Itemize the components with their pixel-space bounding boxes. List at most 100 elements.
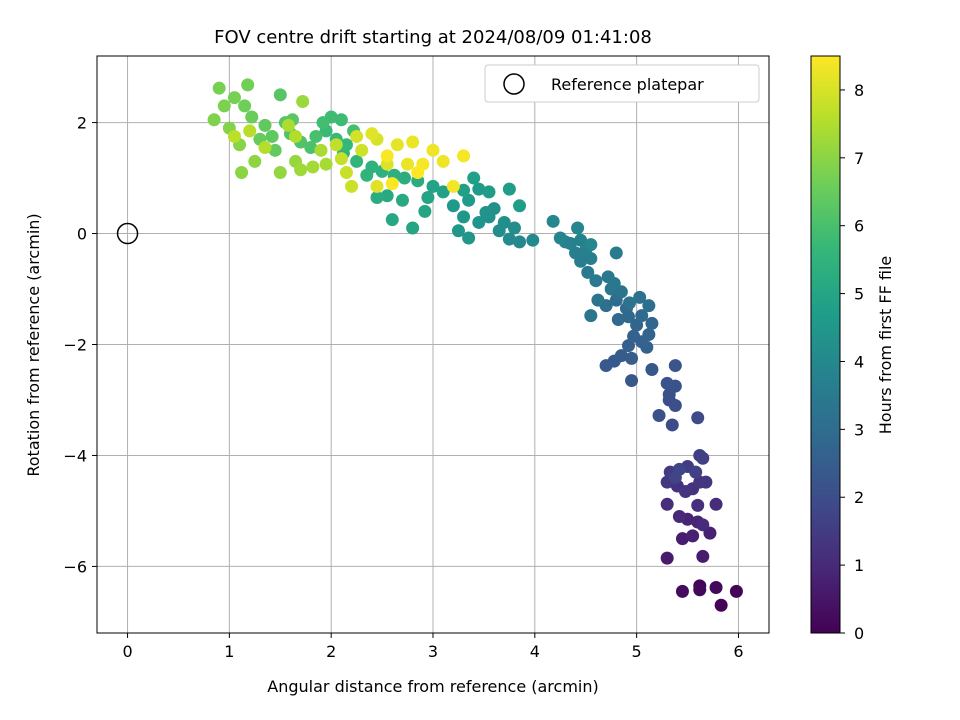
y-tick-label: 2	[77, 114, 87, 133]
data-point	[350, 154, 364, 168]
data-point	[319, 157, 333, 171]
data-point	[581, 265, 595, 279]
data-point	[281, 118, 295, 132]
x-tick-label: 5	[632, 642, 642, 661]
data-point	[729, 584, 743, 598]
data-point	[227, 91, 241, 105]
x-tick-label: 2	[326, 642, 336, 661]
data-point	[395, 193, 409, 207]
data-point	[411, 166, 425, 180]
data-point	[709, 497, 723, 511]
data-point	[265, 129, 279, 143]
data-point	[502, 232, 516, 246]
data-point	[479, 205, 493, 219]
data-point	[607, 276, 621, 290]
data-point	[436, 154, 450, 168]
colorbar-tick-label: 7	[854, 149, 864, 168]
data-point	[243, 124, 257, 138]
data-point	[574, 233, 588, 247]
data-point	[553, 231, 567, 245]
data-point	[645, 362, 659, 376]
data-point	[426, 179, 440, 193]
data-point	[370, 179, 384, 193]
data-point	[696, 451, 710, 465]
colorbar	[810, 55, 841, 634]
data-point	[686, 529, 700, 543]
x-tick-label: 1	[224, 642, 234, 661]
data-point	[350, 129, 364, 143]
data-point	[212, 81, 226, 95]
data-point	[258, 118, 272, 132]
data-point	[217, 99, 231, 113]
data-point	[345, 179, 359, 193]
x-tick-label: 3	[428, 642, 438, 661]
data-point	[421, 190, 435, 204]
reference-platepar-marker	[116, 222, 139, 245]
data-point	[457, 210, 471, 224]
colorbar-label: Hours from first FF file	[876, 256, 895, 435]
data-point	[306, 160, 320, 174]
data-point	[675, 532, 689, 546]
data-point	[207, 113, 221, 127]
data-point	[316, 116, 330, 130]
data-point	[513, 199, 527, 213]
data-point	[668, 399, 682, 413]
data-point	[370, 190, 384, 204]
data-point	[296, 94, 310, 108]
x-axis-ticks: 0 1 2 3 4 5 6	[122, 633, 744, 661]
data-point	[360, 168, 374, 182]
data-point	[426, 143, 440, 157]
data-point	[584, 238, 598, 252]
data-point	[238, 99, 252, 113]
data-point	[679, 485, 693, 499]
data-point	[472, 215, 486, 229]
data-point	[652, 409, 666, 423]
data-point	[457, 183, 471, 197]
data-point	[446, 179, 460, 193]
data-point	[642, 299, 656, 313]
colorbar-tick-label: 3	[854, 420, 864, 439]
x-axis-label: Angular distance from reference (arcmin)	[267, 677, 598, 696]
data-point	[334, 152, 348, 166]
y-axis-ticks: −6 −4 −2 0 2	[63, 114, 97, 576]
data-point	[645, 316, 659, 330]
data-point	[709, 581, 723, 595]
data-point	[304, 141, 318, 155]
data-point	[672, 509, 686, 523]
colorbar-tick-label: 5	[854, 285, 864, 304]
data-point	[660, 497, 674, 511]
data-point	[436, 185, 450, 199]
data-point	[497, 215, 511, 229]
x-tick-label: 0	[122, 642, 132, 661]
data-point	[365, 127, 379, 141]
data-point	[385, 177, 399, 191]
y-tick-label: −4	[63, 446, 87, 465]
data-point	[696, 549, 710, 563]
data-point	[502, 182, 516, 196]
colorbar-tick-label: 8	[854, 81, 864, 100]
data-point	[699, 475, 713, 489]
data-point	[245, 110, 259, 124]
data-point	[665, 418, 679, 432]
data-point	[385, 213, 399, 227]
data-point	[273, 88, 287, 102]
data-point	[380, 149, 394, 163]
data-point	[241, 78, 255, 92]
data-point	[589, 274, 603, 288]
y-tick-label: 0	[77, 225, 87, 244]
data-point	[309, 129, 323, 143]
data-point	[339, 166, 353, 180]
colorbar-tick-label: 0	[854, 624, 864, 643]
data-point	[406, 135, 420, 149]
data-point	[334, 113, 348, 127]
data-point	[446, 199, 460, 213]
colorbar-tick-label: 4	[854, 352, 864, 371]
data-point	[380, 189, 394, 203]
x-tick-label: 6	[733, 642, 743, 661]
data-point	[227, 129, 241, 143]
data-point	[462, 193, 476, 207]
data-point	[472, 182, 486, 196]
data-point	[660, 551, 674, 565]
data-point	[668, 359, 682, 373]
